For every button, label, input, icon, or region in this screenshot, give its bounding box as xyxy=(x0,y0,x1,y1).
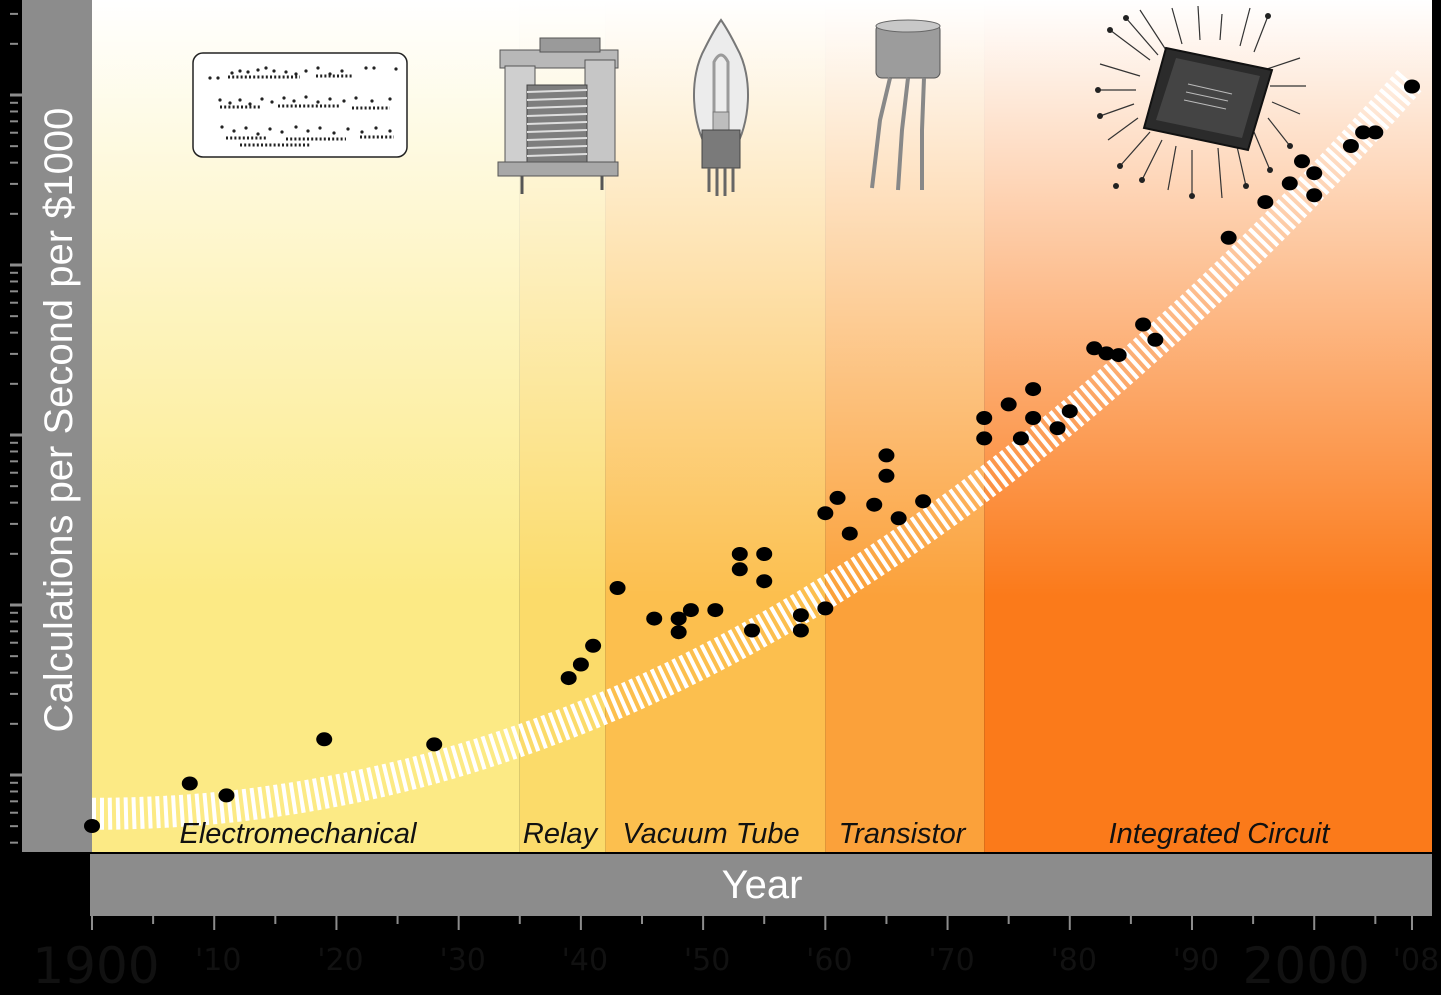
data-point xyxy=(1000,397,1017,412)
x-axis-ticks: 1900 '10 '20 '30 '40 '50 '60 '70 '80 '90 2000 '08 xyxy=(32,916,1439,995)
data-point xyxy=(1086,341,1103,356)
x-tick-label: '80 xyxy=(1051,943,1097,978)
era-label: Transistor xyxy=(839,818,967,850)
data-point xyxy=(670,625,687,640)
data-point xyxy=(1367,125,1384,140)
integrated-circuit-icon xyxy=(1095,5,1306,199)
data-point xyxy=(756,547,773,561)
data-point xyxy=(1342,139,1359,153)
data-point xyxy=(1025,382,1042,397)
x-tick-label: 2000 xyxy=(1243,937,1370,995)
era-label: Integrated Circuit xyxy=(1109,818,1332,850)
data-point xyxy=(1355,125,1372,140)
data-point xyxy=(829,490,846,505)
data-point xyxy=(1147,332,1164,347)
era-labels: Electromechanical Relay Vacuum Tube Transis… xyxy=(180,818,1332,850)
data-point xyxy=(426,737,443,752)
data-point xyxy=(1025,411,1042,425)
transistor-icon xyxy=(870,19,941,191)
data-point xyxy=(181,776,198,791)
data-point xyxy=(218,788,235,803)
data-point xyxy=(792,623,809,638)
data-point xyxy=(707,603,724,618)
vacuum-tube-icon xyxy=(692,18,750,196)
data-point xyxy=(756,574,773,589)
x-tick-label: '08 xyxy=(1393,943,1439,978)
data-point xyxy=(1306,166,1323,181)
data-point xyxy=(890,511,907,526)
data-point xyxy=(731,547,748,561)
data-point xyxy=(1257,195,1274,210)
x-tick-label: '40 xyxy=(562,943,608,978)
x-tick-label: '60 xyxy=(806,943,852,978)
data-point xyxy=(915,494,932,509)
data-point xyxy=(646,611,663,626)
data-point xyxy=(1294,154,1310,169)
data-point xyxy=(1220,230,1237,245)
y-axis-ticks xyxy=(10,12,22,844)
data-point xyxy=(744,623,760,638)
data-point xyxy=(1012,431,1029,446)
data-point xyxy=(585,638,602,653)
data-point xyxy=(84,819,100,833)
data-point xyxy=(731,562,748,577)
data-point xyxy=(976,411,993,425)
x-tick-label: 1900 xyxy=(32,937,159,995)
data-point xyxy=(1110,348,1127,363)
data-point xyxy=(817,601,834,616)
data-point xyxy=(1098,346,1115,361)
data-point xyxy=(682,603,699,618)
data-point xyxy=(560,671,577,686)
data-point xyxy=(817,506,834,521)
data-point xyxy=(670,611,687,626)
y-axis-bar xyxy=(22,0,92,852)
data-point xyxy=(572,657,589,672)
x-axis-bar xyxy=(90,854,1432,916)
y-axis-title: Calculations per Second per $1000 xyxy=(37,108,81,733)
x-tick-label: '70 xyxy=(928,943,974,978)
data-point xyxy=(1404,79,1420,94)
data-point xyxy=(1049,421,1066,436)
data-point xyxy=(976,431,993,446)
x-tick-label: '50 xyxy=(684,943,730,978)
data-point xyxy=(609,581,626,595)
x-axis-title: Year xyxy=(722,863,803,907)
data-point xyxy=(792,608,809,623)
relay-icon xyxy=(497,37,619,194)
data-point xyxy=(866,497,883,512)
x-tick-label: '10 xyxy=(195,943,241,978)
data-points xyxy=(84,79,1420,833)
data-point xyxy=(316,732,333,747)
data-point xyxy=(1281,176,1298,191)
data-point xyxy=(1306,188,1323,203)
era-label: Relay xyxy=(523,818,599,850)
data-point xyxy=(841,526,858,541)
punch-card-icon xyxy=(192,52,408,158)
data-point xyxy=(1061,404,1078,419)
x-tick-label: '20 xyxy=(317,943,363,978)
x-tick-label: '90 xyxy=(1173,943,1219,978)
era-label: Electromechanical xyxy=(180,818,418,850)
data-point xyxy=(878,468,895,483)
x-tick-label: '30 xyxy=(439,943,485,978)
era-label: Vacuum Tube xyxy=(622,818,799,850)
data-point xyxy=(1135,317,1152,332)
data-point xyxy=(878,448,895,463)
